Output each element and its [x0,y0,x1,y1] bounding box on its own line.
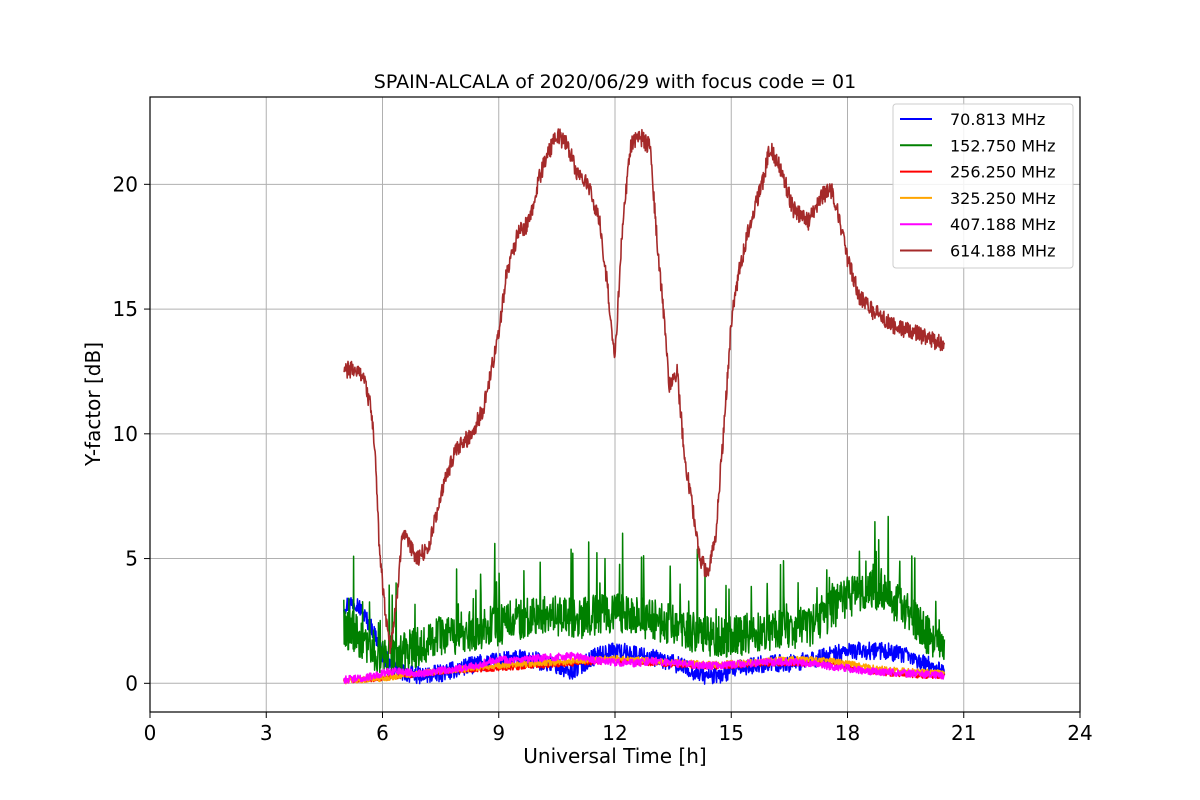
x-tick-label: 3 [260,721,273,745]
x-tick-label: 12 [602,721,627,745]
chart-title: SPAIN-ALCALA of 2020/06/29 with focus co… [374,71,856,93]
legend-label-614-188-mhz: 614.188 MHz [950,242,1055,261]
legend: 70.813 MHz 152.750 MHz 256.250 MHz 325.250 … [892,103,1074,269]
x-tick-label: 21 [951,721,976,745]
x-axis-label: Universal Time [h] [523,744,706,768]
y-tick-label: 15 [113,297,138,321]
series-line-614-188-mhz [343,128,946,655]
legend-frame [892,103,1074,269]
y-axis-label: Y-factor [dB] [81,342,105,467]
x-tick-label: 0 [144,721,157,745]
x-tick-label: 18 [835,721,860,745]
series-line-407-188-mhz [343,651,946,684]
legend-label-325-250-mhz: 325.250 MHz [950,189,1055,208]
series-layer [343,128,946,685]
y-tick-label: 10 [113,422,138,446]
legend-label-407-188-mhz: 407.188 MHz [950,215,1055,234]
y-tick-label: 5 [125,547,138,571]
x-tick-label: 9 [492,721,505,745]
x-tick-label: 6 [376,721,389,745]
legend-label-70-813-mhz: 70.813 MHz [950,110,1045,129]
x-tick-label: 15 [719,721,744,745]
series-line-152-750-mhz [343,515,946,677]
y-tick-label: 0 [125,671,138,695]
legend-label-256-250-mhz: 256.250 MHz [950,163,1055,182]
x-tick-label: 24 [1067,721,1092,745]
y-tick-label: 20 [113,172,138,196]
legend-label-152-750-mhz: 152.750 MHz [950,136,1055,155]
ticks: 0 3 6 9 12 15 18 21 24 0 5 10 15 20 [113,172,1093,745]
